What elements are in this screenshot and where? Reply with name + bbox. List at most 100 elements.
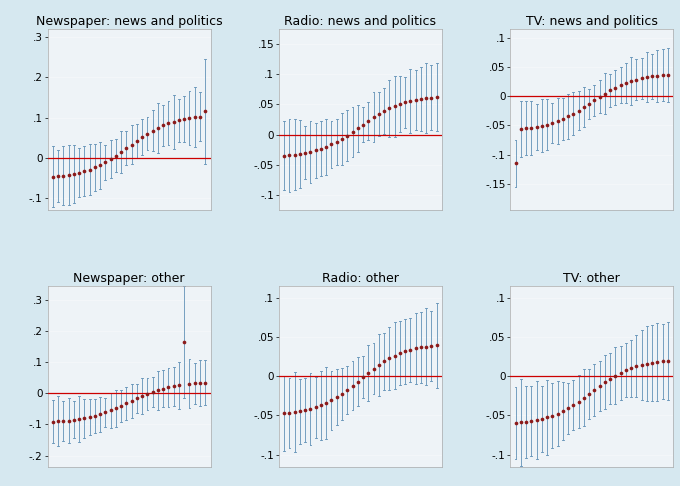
Point (52, 173, 63, 180)
Point (368, 365, 379, 373)
Point (631, 363, 642, 370)
Point (310, 403, 321, 411)
Point (300, 149, 311, 157)
Point (662, 70, 673, 78)
Point (84, 166, 95, 174)
Point (194, 379, 205, 387)
Title: TV: other: TV: other (563, 272, 620, 285)
Point (389, 102, 400, 110)
Point (636, 361, 647, 369)
Point (321, 143, 332, 151)
Point (568, 401, 579, 409)
Point (184, 380, 195, 388)
Point (662, 357, 673, 364)
Point (620, 79, 631, 87)
Point (552, 117, 563, 125)
Point (168, 382, 179, 390)
Point (389, 352, 400, 360)
Point (405, 346, 415, 354)
Point (148, 127, 158, 135)
Point (284, 151, 295, 159)
Point (63, 171, 74, 179)
Point (583, 390, 594, 398)
Point (641, 73, 652, 81)
Point (589, 386, 600, 394)
Point (358, 121, 369, 128)
Point (573, 107, 584, 115)
Point (431, 93, 442, 101)
Point (363, 369, 374, 377)
Point (331, 393, 342, 401)
Point (58, 172, 69, 179)
Point (562, 404, 573, 412)
Point (515, 125, 526, 133)
Point (373, 361, 384, 369)
Point (405, 97, 415, 105)
Point (305, 405, 316, 413)
Point (379, 358, 390, 365)
Point (137, 392, 148, 400)
Point (279, 410, 290, 417)
Point (142, 130, 153, 138)
Point (142, 390, 153, 398)
Point (558, 115, 568, 123)
Point (652, 358, 663, 366)
Point (400, 347, 411, 355)
Point (636, 74, 647, 82)
Point (600, 378, 611, 386)
Point (415, 344, 426, 351)
Point (573, 398, 584, 405)
Point (294, 407, 305, 415)
Title: Radio: news and politics: Radio: news and politics (284, 15, 437, 28)
Point (69, 416, 80, 424)
Title: Newspaper: other: Newspaper: other (73, 272, 185, 285)
Point (410, 345, 421, 352)
Point (658, 71, 668, 79)
Point (95, 161, 105, 169)
Point (352, 378, 363, 385)
Point (583, 100, 594, 108)
Point (537, 122, 547, 130)
Point (116, 148, 126, 156)
Point (158, 385, 169, 393)
Point (526, 124, 537, 132)
Point (90, 412, 101, 420)
Point (379, 107, 390, 115)
Point (600, 89, 611, 97)
Point (368, 114, 379, 122)
Point (526, 417, 537, 425)
Point (510, 159, 521, 167)
Point (626, 77, 636, 85)
Point (384, 104, 395, 112)
Point (52, 417, 63, 425)
Point (131, 395, 142, 402)
Point (95, 410, 105, 418)
Point (121, 144, 132, 152)
Point (562, 113, 573, 121)
Point (647, 359, 658, 366)
Point (384, 354, 395, 362)
Point (331, 138, 342, 146)
Point (69, 170, 80, 178)
Point (426, 342, 437, 350)
Point (589, 96, 600, 104)
Point (116, 402, 126, 410)
Point (189, 380, 200, 387)
Point (394, 349, 405, 357)
Point (84, 413, 95, 421)
Point (279, 152, 290, 159)
Point (63, 417, 74, 424)
Point (547, 119, 558, 127)
Point (615, 81, 626, 89)
Point (352, 124, 363, 132)
Point (163, 120, 174, 127)
Point (594, 382, 605, 390)
Point (179, 338, 190, 346)
Point (152, 386, 163, 394)
Point (310, 147, 321, 155)
Point (510, 419, 521, 427)
Point (48, 418, 58, 426)
Point (547, 412, 558, 419)
Point (347, 128, 358, 136)
Point (347, 382, 358, 390)
